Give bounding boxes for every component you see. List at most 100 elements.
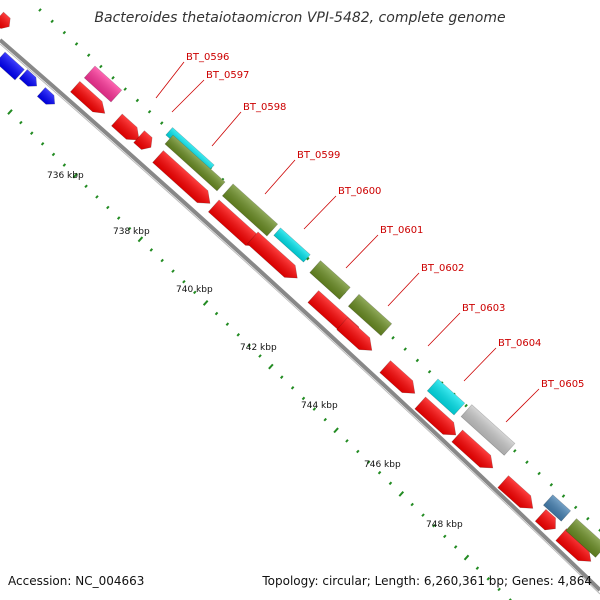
genome-backbone: [0, 38, 600, 592]
tick-track: 736 kbp 738 kbp 740 kbp 742 kbp 744 kbp 746 k…: [7, 8, 600, 600]
blue-arrow[interactable]: [36, 87, 58, 109]
scale-tick-mark: [127, 226, 132, 231]
gene-label-leader: [171, 79, 205, 113]
cyan-feature[interactable]: [426, 378, 466, 416]
scale-tick-mark: [236, 332, 241, 337]
scale-label: 748 kbp: [426, 520, 463, 530]
scale-tick-mark: [475, 566, 480, 570]
scale-tick-mark: [464, 403, 468, 408]
cds-arrow[interactable]: [534, 508, 561, 534]
gene-label[interactable]: BT_0602: [421, 263, 464, 274]
scale-tick-mark: [537, 471, 541, 476]
scale-tick-mark: [159, 121, 164, 125]
gene-label[interactable]: BT_0599: [297, 150, 340, 161]
cds-arrow[interactable]: [336, 317, 377, 357]
scale-tick-mark: [403, 347, 407, 351]
gene-label[interactable]: BT_0596: [186, 52, 229, 63]
scale-tick-mark: [366, 460, 371, 464]
scale-tick-mark: [62, 163, 67, 167]
genome-summary: Topology: circular; Length: 6,260,361 bp…: [262, 574, 592, 588]
scale-tick-mark: [171, 269, 175, 273]
cds-arrow[interactable]: [379, 360, 420, 400]
scale-tick-mark: [106, 205, 110, 210]
scale-tick-mark: [573, 505, 578, 510]
gene-label-leader: [345, 234, 379, 269]
cds-arrow[interactable]: [246, 231, 302, 284]
gene-label-leader: [264, 159, 296, 195]
scale-tick-mark: [202, 300, 209, 306]
gene-label-leader: [303, 195, 337, 230]
gene-label[interactable]: BT_0603: [462, 303, 505, 314]
gene-label-leader: [387, 272, 420, 307]
gene-label[interactable]: BT_0597: [206, 70, 249, 81]
gene-label[interactable]: BT_0604: [498, 338, 541, 349]
scale-tick-mark: [72, 172, 78, 179]
scale-tick-mark: [525, 460, 529, 464]
scale-label: 738 kbp: [113, 227, 150, 237]
blue-arrow[interactable]: [18, 69, 40, 91]
cds-arrow[interactable]: [133, 130, 157, 154]
scale-tick-mark: [247, 343, 251, 348]
gene-label-leader: [211, 111, 242, 147]
scale-tick-mark: [182, 279, 186, 284]
gene-label[interactable]: BT_0605: [541, 379, 584, 390]
scale-tick-mark: [356, 449, 360, 454]
scale-tick-mark: [391, 336, 395, 340]
scale-tick-mark: [84, 184, 88, 189]
cds-arrow-partial[interactable]: [0, 11, 14, 32]
scale-tick-mark: [38, 8, 42, 12]
cds-arrow[interactable]: [451, 429, 498, 474]
scale-tick-mark: [377, 470, 382, 475]
map-title: Bacteroides thetaiotaomicron VPI-5482, c…: [94, 10, 506, 26]
scale-tick-mark: [312, 407, 317, 411]
cds-arrow[interactable]: [497, 475, 538, 515]
olive-feature[interactable]: [309, 260, 351, 300]
genome-backbone-inner: [0, 43, 600, 595]
cyan-feature[interactable]: [273, 227, 311, 263]
scale-tick-mark: [50, 19, 54, 24]
scale-tick-mark: [398, 491, 405, 497]
scale-tick-mark: [388, 481, 393, 486]
cds-arrow[interactable]: [70, 80, 109, 118]
cds-arrow[interactable]: [111, 113, 144, 146]
scale-tick-mark: [508, 598, 512, 600]
blue-feature[interactable]: [0, 51, 25, 81]
scale-tick-mark: [135, 98, 140, 103]
olive-feature[interactable]: [565, 518, 600, 558]
scale-tick-mark: [306, 256, 310, 261]
scale-tick-mark: [598, 528, 600, 532]
gene-label-leader: [427, 312, 461, 347]
feature-track: [0, 11, 600, 562]
scale-tick-mark: [258, 354, 262, 358]
olive-feature[interactable]: [164, 134, 226, 192]
scale-tick-mark: [193, 290, 197, 295]
scale-tick-mark: [549, 482, 554, 487]
olive-feature[interactable]: [221, 183, 279, 237]
gene-label[interactable]: BT_0598: [243, 102, 286, 113]
pink-feature[interactable]: [83, 65, 123, 103]
gene-label-leader: [505, 388, 540, 423]
scale-tick-mark: [513, 449, 517, 453]
scale-tick-mark: [74, 42, 79, 46]
scale-tick-mark: [99, 64, 103, 69]
cds-arrow[interactable]: [414, 396, 461, 441]
olive-feature[interactable]: [347, 293, 393, 337]
gray-feature[interactable]: [460, 404, 516, 456]
scale-tick-mark: [111, 76, 115, 80]
scale-tick-mark: [333, 427, 339, 434]
gene-label[interactable]: BT_0601: [380, 225, 423, 236]
steelblue-feature[interactable]: [542, 494, 572, 522]
scale-tick-mark: [561, 494, 566, 498]
accession-text: Accession: NC_004663: [8, 574, 145, 588]
scale-tick-mark: [214, 311, 219, 316]
scale-label: 736 kbp: [47, 171, 84, 181]
scale-tick-mark: [453, 545, 458, 549]
scale-tick-mark: [19, 120, 23, 125]
cds-arrow[interactable]: [152, 150, 216, 210]
scale-tick-mark: [268, 363, 274, 370]
gene-label[interactable]: BT_0600: [338, 186, 381, 197]
scale-label: 740 kbp: [176, 285, 213, 295]
scale-tick-mark: [160, 258, 164, 263]
scale-tick-mark: [40, 142, 45, 146]
